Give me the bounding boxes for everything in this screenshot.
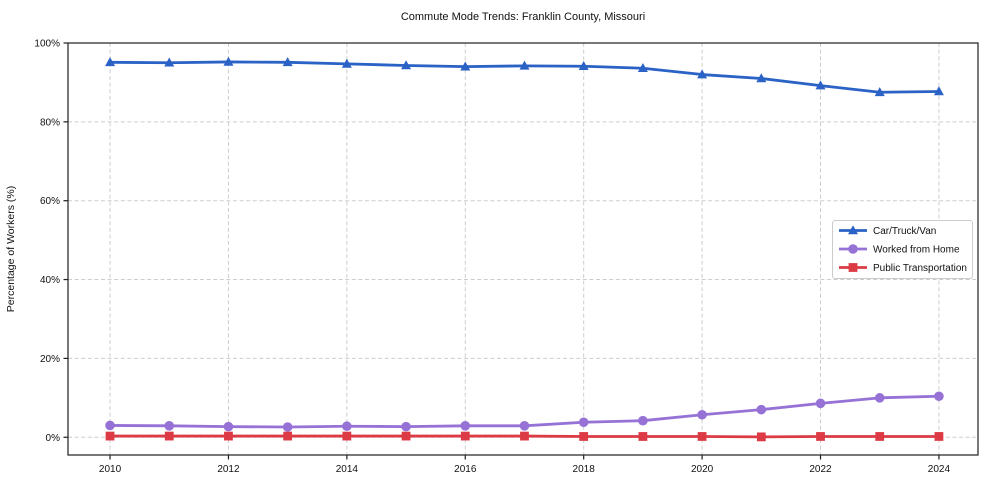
x-tick-label-2022: 2022 (809, 464, 832, 475)
y-tick-label-60: 60% (40, 196, 60, 207)
data-point-car-truck-van-2023 (874, 87, 885, 97)
y-tick-label-100: 100% (34, 39, 60, 50)
x-tick-label-2012: 2012 (217, 464, 240, 475)
legend: Car/Truck/Van Worked from Home Public Tran… (832, 220, 973, 279)
series-layer (105, 56, 944, 442)
data-point-car-truck-van-2019 (637, 63, 648, 73)
y-tick-label-40: 40% (40, 275, 60, 286)
data-point-car-truck-van-2014 (341, 58, 352, 68)
x-tick-label-2018: 2018 (573, 464, 596, 475)
data-point-car-truck-van-2018 (578, 61, 589, 71)
data-point-car-truck-van-2012 (223, 56, 234, 66)
data-point-public-transportation-2011 (164, 431, 174, 441)
legend-entry-car-truck-van: Car/Truck/Van (839, 225, 936, 237)
data-point-public-transportation-2013 (283, 431, 293, 441)
data-point-public-transportation-2016 (460, 431, 470, 441)
data-point-worked-from-home-2013 (282, 422, 293, 432)
legend-box (832, 220, 973, 279)
data-point-public-transportation-2010 (105, 431, 115, 441)
series-car-truck-van (105, 56, 944, 97)
x-tick-label-2016: 2016 (454, 464, 477, 475)
data-point-worked-from-home-2015 (401, 421, 411, 432)
data-point-worked-from-home-2016 (460, 421, 471, 431)
data-point-public-transportation-2018 (579, 432, 589, 441)
data-point-car-truck-van-2022 (815, 80, 826, 90)
data-point-public-transportation-2019 (638, 432, 648, 441)
x-tick-label-2024: 2024 (928, 464, 951, 475)
chart-title: Commute Mode Trends: Franklin County, Mi… (401, 11, 645, 23)
data-point-worked-from-home-2010 (105, 420, 115, 431)
grid-layer (68, 42, 978, 455)
legend-label-worked-from-home: Worked from Home (873, 245, 960, 256)
data-point-worked-from-home-2023 (874, 393, 885, 403)
data-point-worked-from-home-2022 (815, 398, 826, 409)
data-point-car-truck-van-2020 (697, 69, 708, 79)
data-point-worked-from-home-2020 (697, 409, 707, 420)
data-point-worked-from-home-2012 (223, 421, 234, 432)
legend-entry-worked-from-home: Worked from Home (839, 244, 960, 256)
y-tick-label-80: 80% (40, 117, 60, 128)
data-point-public-transportation-2024 (934, 432, 944, 441)
data-point-car-truck-van-2017 (519, 60, 530, 70)
data-point-worked-from-home-2021 (756, 404, 767, 415)
x-tick-label-2014: 2014 (336, 464, 359, 475)
data-point-car-truck-van-2024 (933, 86, 944, 96)
data-point-car-truck-van-2010 (105, 57, 116, 67)
y-axis-label: Percentage of Workers (%) (5, 186, 17, 312)
legend-marker-circle-icon (848, 244, 858, 254)
legend-marker-triangle-icon (848, 225, 858, 235)
data-point-car-truck-van-2013 (282, 57, 293, 67)
data-point-public-transportation-2022 (816, 432, 825, 441)
y-tick-label-0: 0% (46, 433, 61, 444)
x-tick-label-2010: 2010 (99, 464, 122, 475)
data-point-worked-from-home-2011 (164, 421, 175, 431)
axes-layer: 2010 2012 2014 2016 2018 2020 2022 2024 0% 20% 40%… (34, 39, 979, 475)
data-point-worked-from-home-2014 (342, 421, 352, 432)
data-point-worked-from-home-2019 (638, 415, 648, 426)
y-tick-label-20: 20% (40, 354, 60, 365)
data-point-public-transportation-2017 (520, 431, 529, 441)
series-worked-from-home (105, 391, 944, 432)
legend-label-public-transportation: Public Transportation (873, 263, 967, 274)
data-point-car-truck-van-2016 (460, 61, 471, 71)
series-public-transportation (105, 431, 944, 442)
data-point-public-transportation-2014 (342, 431, 352, 441)
data-point-car-truck-van-2011 (164, 57, 175, 67)
data-point-car-truck-van-2015 (401, 60, 412, 70)
plot-border (67, 42, 979, 456)
data-point-worked-from-home-2024 (934, 391, 944, 402)
legend-entry-public-transportation: Public Transportation (839, 263, 967, 274)
legend-label-car-truck-van: Car/Truck/Van (873, 226, 936, 237)
data-point-worked-from-home-2018 (578, 417, 589, 428)
legend-marker-square-icon (848, 263, 858, 272)
data-point-public-transportation-2020 (697, 432, 707, 441)
data-point-public-transportation-2012 (224, 431, 233, 441)
data-point-public-transportation-2015 (401, 431, 411, 441)
data-point-car-truck-van-2021 (756, 73, 767, 83)
data-point-worked-from-home-2017 (519, 421, 530, 431)
data-point-public-transportation-2021 (756, 432, 766, 442)
data-point-public-transportation-2023 (875, 432, 885, 441)
x-tick-label-2020: 2020 (691, 464, 714, 475)
